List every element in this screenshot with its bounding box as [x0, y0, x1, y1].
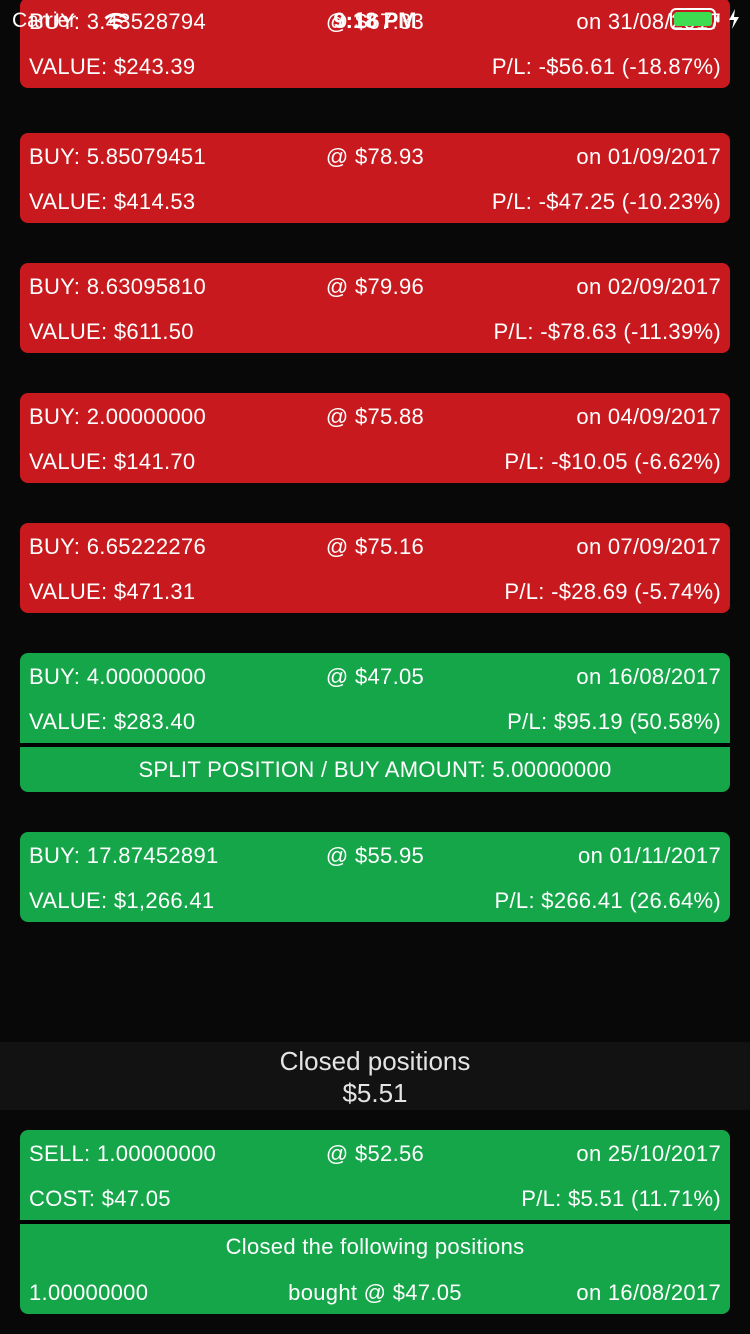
position-value: VALUE: $1,266.41	[29, 888, 215, 913]
position-value: VALUE: $611.50	[29, 319, 194, 344]
profit-loss: P/L: -$78.63 (-11.39%)	[493, 319, 721, 344]
closed-sub-date: on 16/08/2017	[576, 1280, 721, 1305]
position-cost: COST: $47.05	[29, 1186, 171, 1211]
profit-loss: P/L: -$47.25 (-10.23%)	[491, 189, 721, 214]
profit-loss: P/L: -$28.69 (-5.74%)	[504, 579, 721, 604]
sell-amount: SELL: 1.00000000	[29, 1141, 217, 1166]
position-card[interactable]: BUY: 17.87452891 @ $55.95 on 01/11/2017 …	[20, 832, 730, 922]
closed-position-card[interactable]: SELL: 1.00000000 @ $52.56 on 25/10/2017 …	[20, 1130, 730, 1314]
buy-price: @ $47.05	[325, 664, 425, 689]
buy-date: on 16/08/2017	[576, 664, 721, 689]
buy-amount: BUY: 8.63095810	[29, 274, 206, 299]
split-position-label: SPLIT POSITION / BUY AMOUNT: 5.00000000	[138, 757, 612, 782]
buy-date: on 02/09/2017	[576, 274, 721, 299]
status-bar: Carrier 9:18 PM	[0, 0, 750, 44]
closed-positions-title: Closed positions	[279, 1046, 471, 1076]
profit-loss: P/L: -$10.05 (-6.62%)	[504, 449, 721, 474]
closed-sub-bought: bought @ $47.05	[288, 1280, 462, 1305]
sell-date: on 25/10/2017	[576, 1141, 721, 1166]
charging-bolt-icon	[729, 9, 739, 29]
buy-price: @ $75.88	[325, 404, 425, 429]
position-value: VALUE: $141.70	[29, 449, 196, 474]
closed-following-label: Closed the following positions	[225, 1234, 525, 1259]
battery-icon	[670, 8, 720, 30]
buy-amount: BUY: 4.00000000	[29, 664, 206, 689]
clock: 9:18 PM	[333, 8, 417, 33]
profit-loss: P/L: $95.19 (50.58%)	[507, 709, 721, 734]
position-card[interactable]: BUY: 6.65222276 @ $75.16 on 07/09/2017 V…	[20, 523, 730, 613]
profit-loss: P/L: $266.41 (26.64%)	[494, 888, 721, 913]
buy-amount: BUY: 2.00000000	[29, 404, 206, 429]
position-value: VALUE: $414.53	[29, 189, 196, 214]
carrier-label: Carrier	[12, 9, 77, 32]
buy-price: @ $55.95	[325, 843, 425, 868]
closed-sub-amount: 1.00000000	[29, 1280, 149, 1305]
divider	[20, 743, 730, 747]
buy-date: on 07/09/2017	[576, 534, 721, 559]
sell-price: @ $52.56	[325, 1141, 425, 1166]
closed-positions-header: Closed positions $5.51	[0, 1042, 750, 1110]
wifi-icon	[104, 12, 128, 30]
profit-loss: P/L: -$56.61 (-18.87%)	[491, 54, 721, 79]
buy-date: on 04/09/2017	[576, 404, 721, 429]
position-value: VALUE: $283.40	[29, 709, 196, 734]
position-card[interactable]: BUY: 4.00000000 @ $47.05 on 16/08/2017 V…	[20, 653, 730, 792]
profit-loss: P/L: $5.51 (11.71%)	[521, 1186, 721, 1211]
position-value: VALUE: $471.31	[29, 579, 196, 604]
buy-price: @ $75.16	[325, 534, 425, 559]
buy-amount: BUY: 6.65222276	[29, 534, 206, 559]
buy-price: @ $79.96	[325, 274, 425, 299]
position-value: VALUE: $243.39	[29, 54, 196, 79]
buy-price: @ $67.33	[325, 9, 425, 34]
buy-date: on 01/11/2017	[578, 843, 721, 868]
position-card[interactable]: BUY: 2.00000000 @ $75.88 on 04/09/2017 V…	[20, 393, 730, 483]
buy-amount: BUY: 17.87452891	[29, 843, 219, 868]
buy-amount: BUY: 5.85079451	[29, 144, 206, 169]
position-card[interactable]: BUY: 5.85079451 @ $78.93 on 01/09/2017 V…	[20, 133, 730, 223]
closed-positions-total: $5.51	[342, 1078, 408, 1108]
divider	[20, 1220, 730, 1224]
position-card[interactable]: BUY: 8.63095810 @ $79.96 on 02/09/2017 V…	[20, 263, 730, 353]
buy-date: on 01/09/2017	[576, 144, 721, 169]
buy-price: @ $78.93	[325, 144, 425, 169]
